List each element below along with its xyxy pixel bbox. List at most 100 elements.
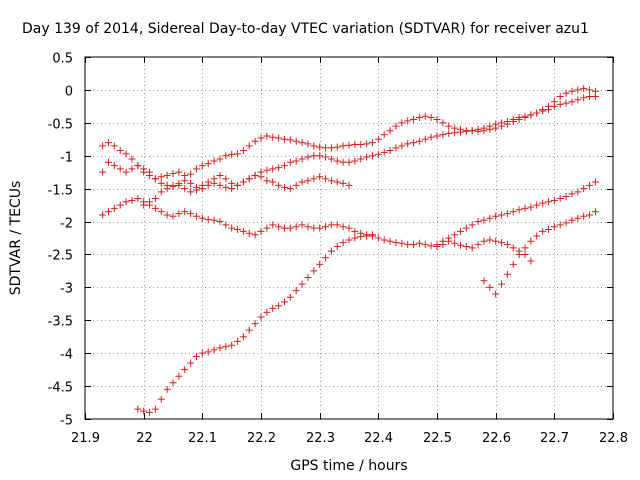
data-point [198, 185, 206, 193]
data-point [263, 166, 271, 174]
data-point [580, 85, 588, 93]
data-point [157, 395, 165, 403]
data-point [445, 122, 453, 130]
data-point [310, 175, 318, 183]
data-point [322, 175, 330, 183]
data-point [146, 168, 154, 176]
data-point [292, 137, 300, 145]
data-point [480, 124, 488, 132]
data-point [304, 273, 312, 281]
data-point [591, 178, 599, 186]
data-point [521, 244, 529, 252]
data-point [134, 195, 142, 203]
data-point [568, 98, 576, 106]
data-point [116, 165, 124, 173]
data-point [568, 87, 576, 95]
data-point [280, 162, 288, 170]
data-point [568, 216, 576, 224]
y-tick-label: -3 [60, 282, 73, 297]
data-point [157, 179, 165, 187]
series-satellite-track-4 [140, 85, 599, 209]
data-point [410, 139, 418, 147]
y-tick-label: -4.5 [48, 381, 73, 396]
data-point [327, 144, 335, 152]
data-point [157, 208, 165, 216]
data-point [474, 125, 482, 133]
y-axis-ticks: 0.5 0 -0.5 -1 -1.5 -2 -2.5 -3 -3.5 -4 -4.5 -5 [48, 52, 613, 429]
data-point [333, 143, 341, 151]
data-point [304, 153, 312, 161]
data-point [140, 201, 148, 209]
data-point [169, 212, 177, 220]
data-point [521, 250, 529, 258]
data-point [339, 158, 347, 166]
x-tick-label: 22.8 [599, 431, 628, 446]
data-point [533, 232, 541, 240]
data-point [556, 195, 564, 203]
data-point [556, 221, 564, 229]
data-point [503, 118, 511, 126]
data-point [198, 162, 206, 170]
data-point [439, 131, 447, 139]
data-point [151, 204, 159, 212]
data-point [374, 135, 382, 143]
data-point [228, 224, 236, 232]
data-point [163, 185, 171, 193]
data-point [269, 178, 277, 186]
data-point [322, 153, 330, 161]
y-tick-label: -0.5 [48, 118, 73, 133]
data-point [439, 119, 447, 127]
data-point [210, 346, 218, 354]
data-point [234, 225, 242, 233]
data-point [234, 150, 242, 158]
data-point [357, 233, 365, 241]
series-satellite-track-6 [480, 208, 599, 298]
data-point [492, 237, 500, 245]
data-point [216, 171, 224, 179]
data-point [562, 89, 570, 97]
data-point [392, 239, 400, 247]
data-point [539, 227, 547, 235]
data-point [134, 162, 142, 170]
y-tick-label: -5 [60, 414, 73, 429]
data-point [257, 168, 265, 176]
data-point [568, 190, 576, 198]
data-point [586, 211, 594, 219]
data-markers [99, 85, 599, 416]
data-point [269, 304, 277, 312]
data-point [456, 128, 464, 136]
data-point [480, 237, 488, 245]
data-point [175, 168, 183, 176]
data-point [368, 139, 376, 147]
data-point [181, 177, 189, 185]
data-point [175, 181, 183, 189]
data-point [122, 198, 130, 206]
data-point [527, 257, 535, 265]
data-point [550, 196, 558, 204]
data-point [351, 227, 359, 235]
data-point [163, 385, 171, 393]
data-point [498, 239, 506, 247]
data-point [527, 111, 535, 119]
data-point [580, 185, 588, 193]
data-point [204, 160, 212, 168]
data-point [140, 407, 148, 415]
data-point [134, 405, 142, 413]
data-point [304, 140, 312, 148]
data-point [509, 208, 517, 216]
data-point [492, 120, 500, 128]
data-point [404, 140, 412, 148]
data-point [251, 320, 259, 328]
data-point [515, 114, 523, 122]
data-point [451, 231, 459, 239]
data-point [574, 96, 582, 104]
data-point [175, 372, 183, 380]
data-point [333, 157, 341, 165]
data-point [527, 237, 535, 245]
data-point [204, 181, 212, 189]
data-point [486, 214, 494, 222]
data-point [251, 231, 259, 239]
data-point [480, 277, 488, 285]
data-point [415, 137, 423, 145]
